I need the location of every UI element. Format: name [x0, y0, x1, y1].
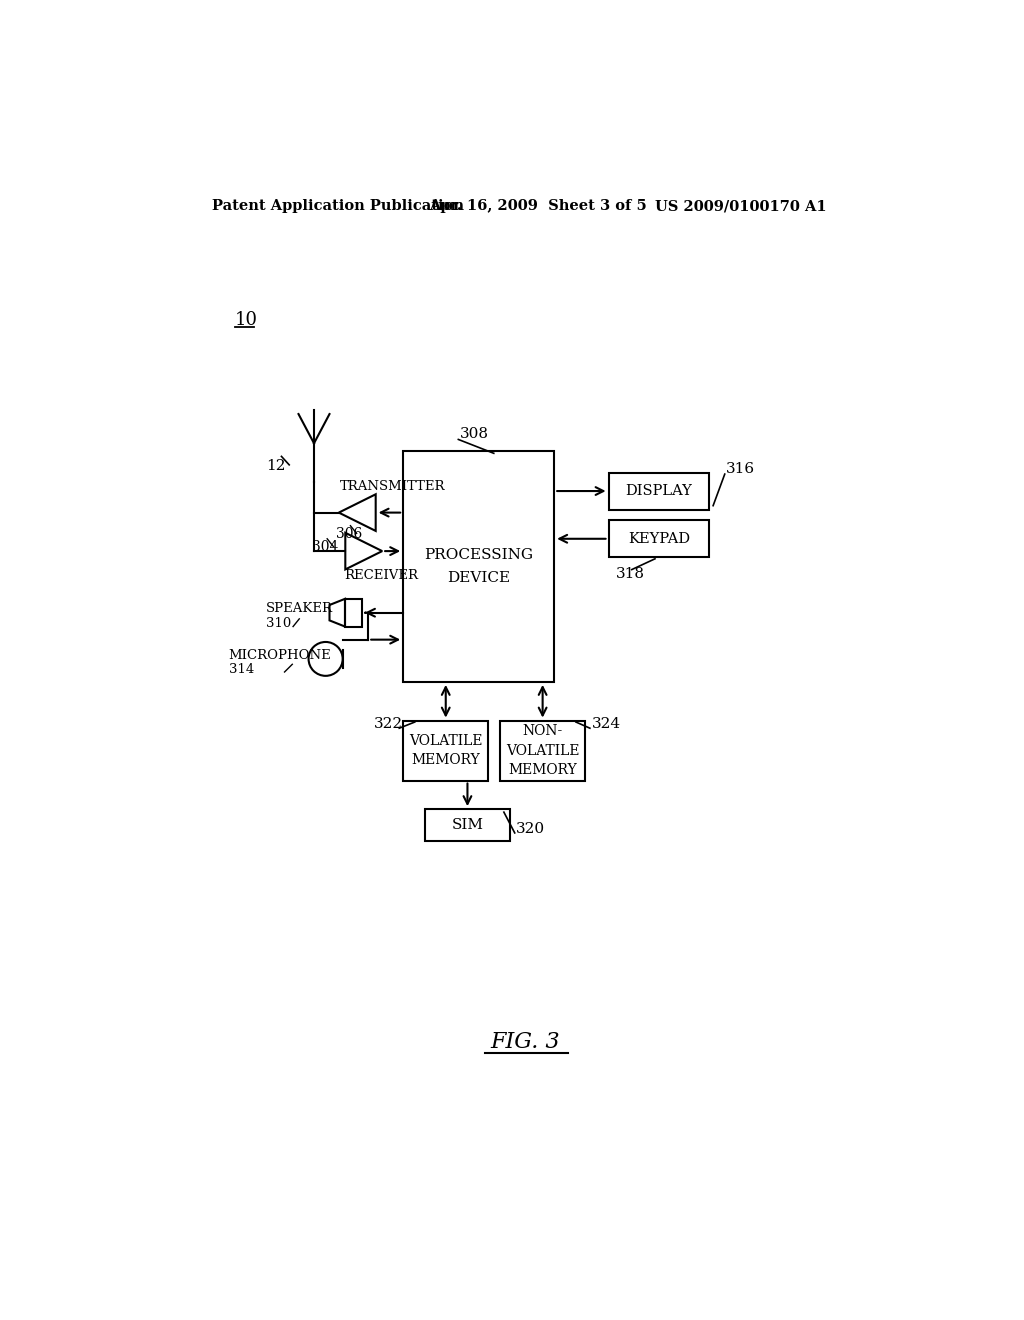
Text: SIM: SIM	[452, 818, 483, 832]
Text: DISPLAY: DISPLAY	[626, 484, 692, 498]
Text: 318: 318	[616, 568, 645, 581]
Text: Apr. 16, 2009  Sheet 3 of 5: Apr. 16, 2009 Sheet 3 of 5	[429, 199, 646, 213]
Text: NON-
VOLATILE
MEMORY: NON- VOLATILE MEMORY	[506, 725, 580, 777]
Text: TRANSMITTER: TRANSMITTER	[340, 480, 445, 494]
Text: 308: 308	[460, 428, 488, 441]
Text: 10: 10	[234, 312, 258, 329]
Text: 12: 12	[266, 459, 286, 474]
Bar	[608, 473, 710, 510]
Text: MICROPHONE: MICROPHONE	[228, 648, 332, 661]
Text: SPEAKER: SPEAKER	[266, 602, 333, 615]
Text: KEYPAD: KEYPAD	[628, 532, 690, 545]
Text: 314: 314	[228, 663, 254, 676]
Text: Patent Application Publication: Patent Application Publication	[212, 199, 464, 213]
Text: 320: 320	[516, 822, 546, 836]
Bar	[345, 599, 362, 627]
Text: VOLATILE
MEMORY: VOLATILE MEMORY	[409, 734, 482, 767]
Text: RECEIVER: RECEIVER	[344, 569, 418, 582]
Text: PROCESSING
DEVICE: PROCESSING DEVICE	[424, 548, 534, 585]
Text: US 2009/0100170 A1: US 2009/0100170 A1	[655, 199, 826, 213]
Text: 322: 322	[374, 717, 402, 731]
Bar	[403, 451, 554, 682]
Text: 306: 306	[336, 527, 361, 541]
Bar	[403, 721, 488, 780]
Text: 316: 316	[726, 462, 756, 475]
Bar	[608, 520, 710, 557]
Text: 304: 304	[312, 540, 339, 554]
Text: FIG. 3: FIG. 3	[490, 1031, 559, 1053]
Bar	[500, 721, 586, 780]
Text: 324: 324	[592, 717, 621, 731]
Bar	[425, 809, 510, 841]
Text: 310: 310	[266, 616, 291, 630]
